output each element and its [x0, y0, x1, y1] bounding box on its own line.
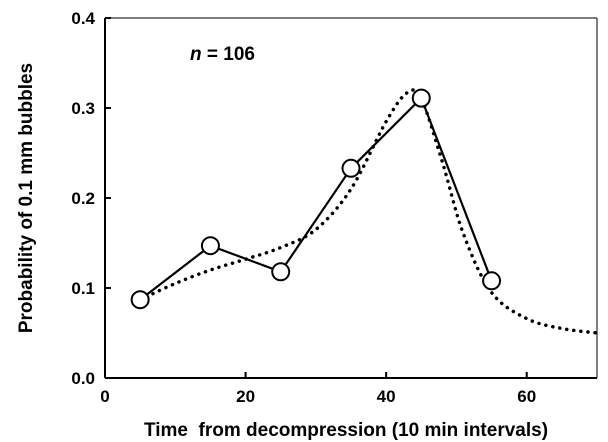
y-tick-label: 0.1	[71, 279, 95, 298]
observed-line	[139, 96, 493, 301]
y-tick-label: 0.2	[71, 189, 95, 208]
data-point	[482, 271, 502, 291]
data-point	[130, 290, 150, 310]
axes	[104, 17, 598, 379]
observed-series	[130, 88, 502, 310]
fit-series	[138, 88, 599, 335]
x-tick-label: 0	[100, 387, 109, 406]
data-point	[271, 262, 291, 282]
y-tick-label: 0.4	[71, 9, 95, 28]
y-tick-label: 0.3	[71, 99, 95, 118]
x-tick-label: 20	[236, 387, 255, 406]
data-point	[200, 236, 220, 256]
x-axis-title: Time from decompression (10 min interval…	[144, 420, 548, 441]
data-point	[341, 158, 361, 178]
ticks: 0.0 0.1 0.2 0.3 0.4 0 20 40 60	[71, 9, 536, 406]
y-axis-title: Probability of 0.1 mm bubbles	[16, 63, 37, 333]
x-tick-label: 40	[377, 387, 396, 406]
sample-size-annotation: n = 106	[190, 44, 255, 65]
fit-curve	[138, 88, 599, 335]
annotation-n: n	[190, 44, 202, 65]
data-point	[411, 88, 431, 108]
y-tick-label: 0.0	[71, 369, 95, 388]
annotation-value: = 106	[202, 44, 255, 65]
x-tick-label: 60	[517, 387, 536, 406]
